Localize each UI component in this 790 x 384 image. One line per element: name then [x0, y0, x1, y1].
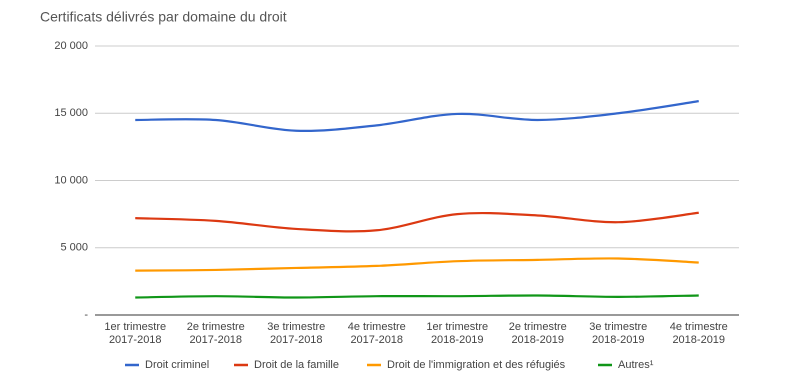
x-tick-label: 2017-2018 [109, 334, 162, 346]
y-tick-label: 10 000 [54, 174, 88, 186]
y-tick-label: 20 000 [54, 40, 88, 52]
legend-label: Droit de la famille [254, 359, 339, 371]
x-tick-label: 2018-2019 [592, 334, 645, 346]
chart-title: Certificats délivrés par domaine du droi… [40, 9, 287, 25]
x-tick-label: 2e trimestre [187, 321, 245, 333]
line [135, 100, 699, 132]
x-tick-label: 1er trimestre [426, 321, 488, 333]
legend-label: Autres¹ [618, 359, 654, 371]
legend-label: Droit de l'immigration et des réfugiés [387, 359, 566, 371]
x-tick-label: 2018-2019 [431, 334, 484, 346]
x-tick-label: 4e trimestre [670, 321, 728, 333]
line [135, 257, 699, 272]
y-tick-label: - [84, 309, 88, 321]
x-tick-label: 2018-2019 [672, 334, 725, 346]
x-tick-label: 3e trimestre [589, 321, 647, 333]
x-tick-label: 2017-2018 [270, 334, 323, 346]
x-tick-label: 1er trimestre [104, 321, 166, 333]
x-tick-label: 2017-2018 [350, 334, 403, 346]
x-tick-label: 2017-2018 [189, 334, 242, 346]
line [135, 294, 699, 299]
x-tick-label: 4e trimestre [348, 321, 406, 333]
legend-label: Droit criminel [145, 359, 209, 371]
line [135, 211, 699, 233]
x-tick-label: 3e trimestre [267, 321, 325, 333]
x-tick-label: 2018-2019 [511, 334, 564, 346]
x-tick-label: 2e trimestre [509, 321, 567, 333]
y-tick-label: 15 000 [54, 107, 88, 119]
y-tick-label: 5 000 [60, 242, 88, 254]
